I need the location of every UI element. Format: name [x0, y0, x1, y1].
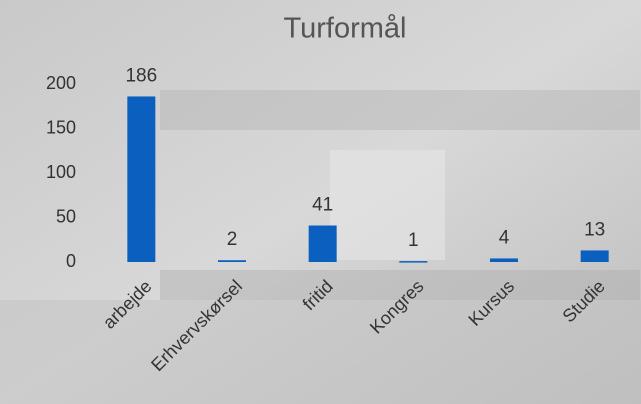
- y-tick-label: 100: [46, 162, 76, 182]
- bar: [218, 260, 246, 262]
- y-tick-label: 0: [66, 251, 76, 271]
- bar: [309, 226, 337, 262]
- value-label: 13: [584, 219, 605, 240]
- y-tick-label: 50: [56, 206, 76, 226]
- chart-title: Turformål: [284, 13, 407, 45]
- background-shape: [160, 90, 640, 130]
- background-shape: [0, 300, 641, 404]
- value-label: 186: [125, 65, 157, 86]
- chart: Turformål 050100150200arbejde186Erhvervs…: [0, 0, 641, 404]
- bar: [127, 96, 155, 262]
- y-tick-label: 200: [46, 73, 76, 93]
- bar: [490, 258, 518, 262]
- value-label: 1: [408, 230, 419, 251]
- value-label: 4: [499, 227, 510, 248]
- bar: [399, 261, 427, 263]
- value-label: 2: [227, 229, 238, 250]
- background-shape: [330, 150, 445, 260]
- bar: [581, 250, 609, 262]
- value-label: 41: [312, 195, 333, 216]
- y-tick-label: 150: [46, 117, 76, 137]
